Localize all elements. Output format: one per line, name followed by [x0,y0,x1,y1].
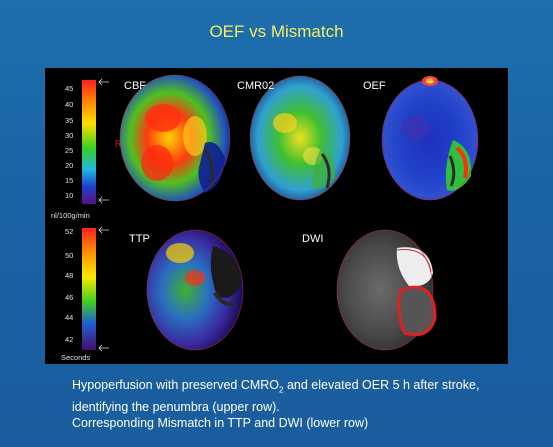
top-scale-ticks: 45 40 35 30 25 20 15 10 [65,84,73,200]
cbf-brain-image: CBF [119,74,231,202]
image-label-dwi: DWI [302,233,323,245]
top-tick-label: 20 [65,161,73,170]
top-tick-label: 35 [65,116,73,125]
oef-brain-image: OEF [363,76,479,201]
top-scale-unit: nl/100g/min [51,211,90,220]
arrow-icon [98,226,109,352]
image-label-oef: OEF [363,80,386,92]
scale-marker-r: R [115,139,122,149]
ttp-brain-image: TTP [129,229,244,351]
bottom-colorbar [82,228,96,350]
bottom-scale-unit: Seconds [61,353,90,362]
bottom-scale-ticks: 52 50 48 46 44 42 [65,227,73,344]
top-tick-label: 45 [65,84,73,93]
cmro2-brain-image: CMR02 [237,75,351,201]
arrow-icon [98,78,109,204]
top-colorbar [82,80,96,204]
image-label-cmro2: CMR02 [237,80,274,92]
caption-line-1-end: and elevated OER 5 h after stroke, [283,378,480,392]
top-color-scale: 45 40 35 30 25 20 15 10 R nl/100g/min [51,78,122,220]
caption-line-1: Hypoperfusion with preserved CMRO2 and e… [72,377,542,399]
caption-line-2: identifying the penumbra (upper row). [72,399,280,414]
image-label-ttp: TTP [129,233,150,245]
bottom-tick-label: 50 [65,251,73,260]
caption-line-1-start: Hypoperfusion with preserved CMRO [72,378,280,392]
slide-title: OEF vs Mismatch [209,22,344,41]
bottom-tick-label: 46 [65,293,73,302]
bottom-tick-label: 44 [65,313,73,322]
slide-caption: Hypoperfusion with preserved CMRO2 and e… [72,377,542,431]
bottom-tick-label: 52 [65,227,73,236]
top-tick-label: 30 [65,131,73,140]
bottom-tick-label: 42 [65,335,73,344]
bottom-color-scale: 52 50 48 46 44 42 Seconds [61,226,109,362]
dwi-brain-image: DWI [302,229,437,351]
caption-subscript: 2 [279,385,284,395]
top-tick-label: 40 [65,100,73,109]
brain-figure: 45 40 35 30 25 20 15 10 R nl/100g/min 52… [51,74,479,362]
image-label-cbf: CBF [124,80,146,92]
bottom-tick-label: 48 [65,271,73,280]
top-tick-label: 10 [65,191,73,200]
top-tick-label: 25 [65,146,73,155]
top-tick-label: 15 [65,176,73,185]
figure-panel: 45 40 35 30 25 20 15 10 R nl/100g/min 52… [45,68,508,364]
caption-line-3: Corresponding Mismatch in TTP and DWI (l… [72,415,369,430]
